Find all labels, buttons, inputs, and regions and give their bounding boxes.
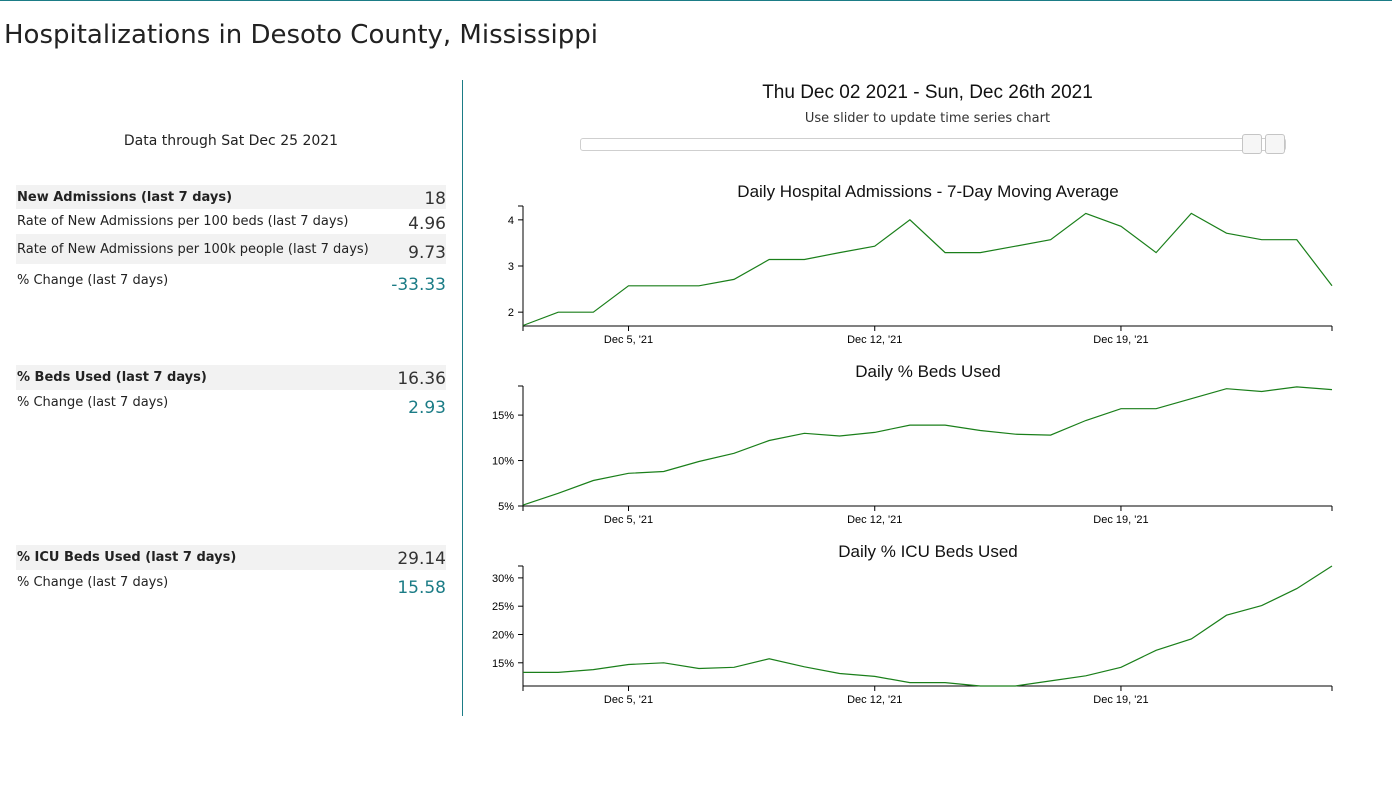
series-line (522, 386, 1333, 506)
y-tick-label: 5% (498, 501, 514, 513)
stat-label: % Change (last 7 days) (17, 273, 169, 288)
chart-title: Daily % ICU Beds Used (838, 542, 1018, 561)
y-tick-label: 4 (508, 215, 514, 227)
stat-label: % Change (last 7 days) (17, 575, 169, 590)
stat-label: % Beds Used (last 7 days) (17, 370, 207, 385)
slider-handle-end[interactable] (1265, 134, 1285, 154)
stat-row-admissions-per-100-beds: Rate of New Admissions per 100 beds (las… (16, 209, 446, 234)
stat-value: 16.36 (397, 369, 446, 389)
stat-label: % ICU Beds Used (last 7 days) (17, 550, 237, 565)
stat-row-beds-used: % Beds Used (last 7 days) 16.36 (16, 365, 446, 390)
data-through-label: Data through Sat Dec 25 2021 (123, 133, 339, 149)
page-title: Hospitalizations in Desoto County, Missi… (4, 20, 598, 50)
chart-icu-beds-used: Daily % ICU Beds Used 15% 20% 25% 30% Dec 5, … (492, 542, 1333, 706)
stat-label: % Change (last 7 days) (17, 395, 169, 410)
stat-row-new-admissions: New Admissions (last 7 days) 18 (16, 185, 446, 209)
slider-hint: Use slider to update time series chart (804, 111, 1051, 126)
summary-panel: Data through Sat Dec 25 2021 New Admissi… (0, 80, 462, 716)
stat-value-change: 2.93 (408, 398, 446, 418)
x-tick-label: Dec 12, '21 (847, 514, 902, 526)
series-line (522, 212, 1333, 327)
x-tick-label: Dec 12, '21 (847, 334, 902, 346)
y-tick-label: 10% (492, 456, 514, 468)
series-line (523, 565, 1333, 687)
stat-value: 18 (424, 189, 446, 209)
time-series-charts: Daily Hospital Admissions - 7-Day Moving… (492, 182, 1333, 706)
stat-label: Rate of New Admissions per 100 beds (las… (17, 214, 349, 229)
stat-row-beds-change: % Change (last 7 days) 2.93 (16, 390, 446, 422)
stat-value: 29.14 (397, 549, 446, 569)
stat-label: New Admissions (last 7 days) (17, 190, 233, 205)
panel-divider (462, 80, 463, 716)
stat-row-icu-change: % Change (last 7 days) 15.58 (16, 570, 446, 602)
chart-title: Daily % Beds Used (855, 362, 1001, 381)
date-range-label: Thu Dec 02 2021 - Sun, Dec 26th 2021 (762, 82, 1093, 103)
stat-label: Rate of New Admissions per 100k people (… (17, 242, 369, 257)
y-tick-label: 25% (492, 601, 514, 613)
stat-value: 9.73 (408, 243, 446, 263)
y-tick-label: 15% (492, 410, 514, 422)
stat-value: 4.96 (408, 214, 446, 234)
stat-value-change: -33.33 (391, 275, 446, 295)
y-tick-label: 20% (492, 629, 514, 641)
y-tick-label: 3 (508, 261, 514, 273)
chart-beds-used: Daily % Beds Used 5% 10% 15% Dec 5, '21 Dec 1… (492, 362, 1333, 526)
top-accent-rule (0, 0, 1392, 1)
chart-panel: Thu Dec 02 2021 - Sun, Dec 26th 2021 Use… (463, 80, 1392, 716)
x-tick-label: Dec 5, '21 (604, 514, 653, 526)
chart-admissions: Daily Hospital Admissions - 7-Day Moving… (508, 182, 1333, 346)
slider-handle-start[interactable] (1242, 134, 1262, 154)
stat-row-icu-beds-used: % ICU Beds Used (last 7 days) 29.14 (16, 545, 446, 570)
y-tick-label: 30% (492, 573, 514, 585)
stat-row-admissions-per-100k: Rate of New Admissions per 100k people (… (16, 234, 446, 264)
stat-row-admissions-change: % Change (last 7 days) -33.33 (16, 264, 446, 300)
x-tick-label: Dec 5, '21 (604, 334, 653, 346)
x-tick-label: Dec 19, '21 (1093, 694, 1148, 706)
date-range-slider-track[interactable] (580, 138, 1286, 151)
chart-title: Daily Hospital Admissions - 7-Day Moving… (737, 182, 1118, 201)
y-tick-label: 2 (508, 307, 514, 319)
x-tick-label: Dec 19, '21 (1093, 334, 1148, 346)
stat-value-change: 15.58 (397, 578, 446, 598)
y-tick-label: 15% (492, 658, 514, 670)
x-tick-label: Dec 5, '21 (604, 694, 653, 706)
x-tick-label: Dec 19, '21 (1093, 514, 1148, 526)
x-tick-label: Dec 12, '21 (847, 694, 902, 706)
